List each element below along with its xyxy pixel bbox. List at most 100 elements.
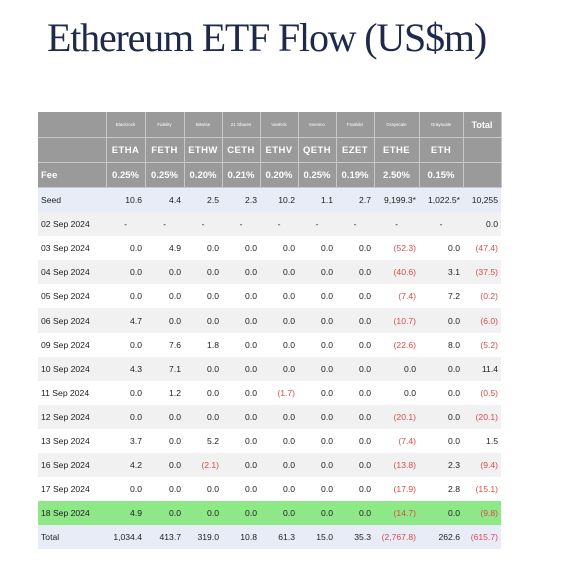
flow-cell: 0.0 — [130, 267, 142, 278]
flow-cell: 8.0 — [448, 339, 460, 350]
flow-cell: 0.0 — [245, 460, 257, 471]
table-row: 09 Sep 2024 0.0 7.6 1.8 0.0 0.0 0.0 0.0 (22.6) 8.… — [38, 332, 501, 357]
fee-blank — [463, 162, 502, 188]
flow-cell: 10.8 — [240, 532, 257, 543]
flow-cell: 1,034.4 — [113, 532, 142, 543]
ticker-header-cell: ETHW — [184, 137, 223, 163]
table-row: Seed 10.6 4.4 2.5 2.3 10.2 1.1 2.7 9,199.3* 1,022… — [38, 187, 501, 213]
table-row: 13 Sep 2024 3.7 0.0 5.2 0.0 0.0 0.0 0.0 (7.4) 0.0… — [38, 428, 501, 454]
flow-cell: 0.0 — [359, 460, 371, 471]
flow-cell: 0.0 — [130, 243, 142, 254]
flow-cell: 1.8 — [207, 339, 219, 350]
flow-cell: 0.0 — [283, 315, 295, 326]
flow-cell: 4.3 — [130, 363, 142, 374]
total-header: Total — [463, 112, 502, 138]
ticker-header-blank — [38, 137, 107, 163]
issuer-header-cell: VanEck — [260, 112, 299, 138]
table-row: 18 Sep 2024 4.9 0.0 0.0 0.0 0.0 0.0 0.0 (14.7) 0.… — [38, 501, 501, 526]
flow-cell: (5.2) — [480, 339, 498, 350]
flow-cell: 3.7 — [130, 435, 142, 446]
fee-cell: 0.25% — [298, 162, 337, 188]
flow-cell: 0.0 — [207, 291, 219, 302]
issuer-header-cell: Grayscale — [419, 112, 464, 138]
flow-cell: 4.4 — [169, 195, 181, 206]
row-label: 13 Sep 2024 — [41, 435, 90, 446]
issuer-header-cell: Fidelity — [145, 112, 185, 138]
row-label: 04 Sep 2024 — [41, 267, 90, 278]
flow-cell: 0.0 — [207, 243, 219, 254]
flow-cell: (20.1) — [475, 411, 498, 422]
flow-cell: 0.0 — [448, 315, 460, 326]
flow-cell: 0.0 — [283, 460, 295, 471]
ticker-header-blank — [463, 137, 502, 163]
flow-cell: 0.0 — [207, 387, 219, 398]
flow-cell: (10.7) — [393, 315, 416, 326]
flow-cell: - — [201, 219, 205, 230]
flow-cell: 0.0 — [130, 484, 142, 495]
flow-cell: 7.1 — [169, 363, 181, 374]
flow-cell: (52.3) — [393, 243, 416, 254]
flow-cell: 0.0 — [283, 508, 295, 519]
flow-cell: 0.0 — [404, 387, 416, 398]
flow-cell: 0.0 — [169, 460, 181, 471]
flow-cell: 0.0 — [207, 508, 219, 519]
ticker-header-cell: QETH — [298, 137, 337, 163]
flow-cell: 0.0 — [245, 339, 257, 350]
issuer-header-cell: Franklin — [336, 112, 375, 138]
issuer-header-cell: Bitwise — [184, 112, 223, 138]
flow-cell: 0.0 — [245, 484, 257, 495]
issuer-header-cell: 21 Shares — [222, 112, 261, 138]
flow-cell: 1,022.5* — [427, 195, 460, 206]
table-row: 02 Sep 2024 - - - - - - - - - 0.0 — [38, 212, 501, 237]
flow-cell: - — [315, 219, 319, 230]
flow-cell: 9,199.3* — [383, 195, 416, 206]
flow-cell: 4.2 — [130, 460, 142, 471]
flow-cell: 0.0 — [321, 315, 333, 326]
flow-cell: 4.7 — [130, 315, 142, 326]
flow-cell: 0.0 — [245, 387, 257, 398]
flow-cell: 7.2 — [448, 291, 460, 302]
flow-cell: 0.0 — [283, 411, 295, 422]
flow-cell: (9.8) — [480, 508, 498, 519]
flow-cell: 319.0 — [197, 532, 219, 543]
flow-cell: 3.1 — [448, 267, 460, 278]
ticker-header-row: ETHA FETH ETHW CETH ETHV QETH EZET ETHE ETH — [38, 137, 502, 163]
flow-cell: 0.0 — [448, 387, 460, 398]
flow-cell: 1.1 — [321, 195, 333, 206]
flow-cell: 413.7 — [159, 532, 181, 543]
flow-cell: 35.3 — [354, 532, 371, 543]
table-row: 10 Sep 2024 4.3 7.1 0.0 0.0 0.0 0.0 0.0 0.0 0.0 11… — [38, 356, 501, 381]
row-label: 02 Sep 2024 — [41, 219, 90, 230]
fee-row: Fee 0.25% 0.25% 0.20% 0.21% 0.20% 0.25% 0.19% 2… — [38, 162, 502, 188]
flow-cell: (15.1) — [475, 484, 498, 495]
issuer-header-row: Blackrock Fidelity Bitwise 21 Shares VanEck I… — [38, 112, 502, 138]
row-label: Total — [41, 532, 60, 543]
fee-cell: 0.19% — [336, 162, 375, 188]
flow-cell: 0.0 — [359, 339, 371, 350]
flow-cell: 10.2 — [278, 195, 295, 206]
flow-cell: 0.0 — [321, 411, 333, 422]
flow-cell: 0.0 — [448, 363, 460, 374]
flow-cell: 0.0 — [245, 315, 257, 326]
flow-cell: 0.0 — [283, 435, 295, 446]
flow-cell: 0.0 — [169, 484, 181, 495]
flow-cell: 0.0 — [321, 508, 333, 519]
flow-cell: 0.0 — [283, 291, 295, 302]
flow-cell: 15.0 — [316, 532, 333, 543]
flow-cell: 0.0 — [283, 267, 295, 278]
ticker-header-cell: CETH — [222, 137, 261, 163]
flow-cell: 0.0 — [359, 363, 371, 374]
flow-cell: - — [239, 219, 243, 230]
ticker-header-cell: EZET — [336, 137, 375, 163]
flow-cell: (22.6) — [393, 339, 416, 350]
flow-cell: (37.5) — [475, 267, 498, 278]
flow-cell: (2,767.8) — [381, 532, 416, 543]
flow-cell: 0.0 — [283, 484, 295, 495]
flow-cell: 4.9 — [130, 508, 142, 519]
table-row: Total 1,034.4 413.7 319.0 10.8 61.3 15.0 35.3 (2… — [38, 525, 501, 550]
flow-cell: (7.4) — [398, 291, 416, 302]
flow-cell: 0.0 — [321, 243, 333, 254]
flow-cell: 0.0 — [245, 267, 257, 278]
row-label: 10 Sep 2024 — [41, 363, 90, 374]
fee-label: Fee — [38, 162, 107, 188]
